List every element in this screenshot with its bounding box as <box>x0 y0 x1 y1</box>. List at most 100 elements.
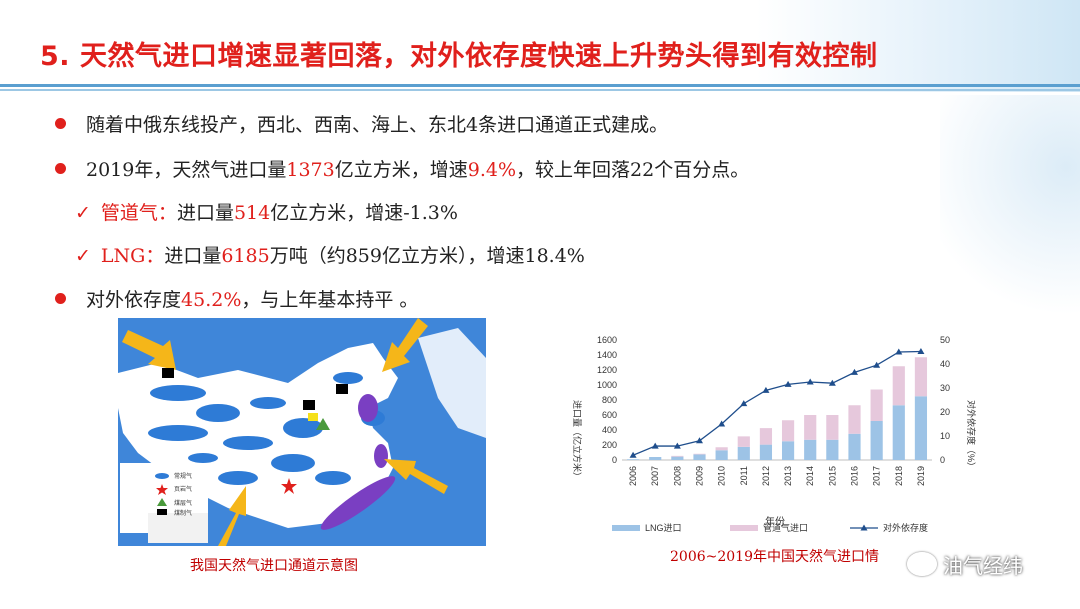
map-legend-labels: 常规气 页岩气 煤层气 煤制气 <box>174 472 192 517</box>
bar-pipeline <box>848 405 861 434</box>
highlight-value: 9.4% <box>467 159 517 181</box>
x-tick-label: 2016 <box>850 466 860 486</box>
dependency-line <box>632 350 921 456</box>
dependency-point <box>873 361 881 368</box>
bar-pipeline <box>759 428 773 445</box>
bar-lng <box>626 459 640 460</box>
bar-pipeline <box>914 357 928 397</box>
bar-pipeline <box>804 415 817 440</box>
sub-item-label: LNG： <box>100 245 165 267</box>
bullet-text: 对外依存度 <box>86 289 182 311</box>
bar-pipeline <box>737 436 750 447</box>
dependency-point <box>718 420 726 427</box>
bullet-item-import-volume: 2019年，天然气进口量1373亿立方米，增速9.4%，较上年回落22个百分点。 <box>55 155 749 182</box>
bar-lng <box>737 446 750 460</box>
sub-item-text: 万吨（约859亿立方米），增速18.4% <box>269 245 585 267</box>
legend-swatch-pipeline <box>730 525 758 531</box>
x-tick-label: 2015 <box>827 466 837 486</box>
dependency-point <box>851 368 858 375</box>
highlight-value: 45.2% <box>181 289 242 311</box>
legend-label-pipeline: 管道气进口 <box>763 522 808 533</box>
y-tick-label: 400 <box>602 425 617 435</box>
sub-item-text: 亿立方米，增速-1.3% <box>270 202 458 224</box>
watermark-text: 油气经纬 <box>943 554 1023 578</box>
sub-item-text: 进口量 <box>164 245 222 267</box>
x-tick-label: 2012 <box>761 466 771 486</box>
bar-lng <box>870 421 883 460</box>
bar-pipeline <box>715 447 728 451</box>
bullet-dot-icon <box>55 163 66 174</box>
channel-ellipses <box>320 394 396 530</box>
bullet-text: 亿立方米，增速 <box>334 159 468 181</box>
y-tick-label: 1600 <box>597 335 617 345</box>
dependency-point <box>651 442 659 449</box>
x-tick-label: 2007 <box>650 466 660 486</box>
map-legend-blank <box>148 513 208 543</box>
map-landmass-east <box>418 328 486 438</box>
bullet-item-channels: 随着中俄东线投产，西北、西南、海上、东北4条进口通道正式建成。 <box>55 110 668 137</box>
legend-label-lng: LNG进口 <box>645 523 682 533</box>
header-divider <box>0 84 1080 87</box>
bar-lng <box>826 439 839 460</box>
map-legend-symbols <box>155 473 169 515</box>
highlight-value: 6185 <box>221 245 270 267</box>
slide-header <box>0 0 1080 92</box>
import-channel-map: 常规气 页岩气 煤层气 煤制气 <box>118 318 486 546</box>
x-tick-label: 2008 <box>672 466 682 486</box>
dependency-point <box>762 386 770 393</box>
bar-lng <box>693 454 706 460</box>
y2-tick-label: 30 <box>940 383 950 393</box>
x-tick-label: 2009 <box>695 466 705 486</box>
dependency-point <box>828 379 836 386</box>
bullet-text: ，与上年基本持平 。 <box>241 289 419 311</box>
header-divider-thin <box>0 89 1080 91</box>
legend-marker-dependency <box>860 524 868 531</box>
y-tick-label: 1000 <box>597 380 617 390</box>
y-tick-label: 200 <box>602 440 617 450</box>
dependency-point <box>696 437 703 444</box>
bar-lng <box>848 433 861 460</box>
map-graphic: 常规气 页岩气 煤层气 煤制气 <box>118 318 486 546</box>
dependency-point <box>673 442 681 449</box>
wechat-icon <box>907 552 937 576</box>
map-caption: 我国天然气进口通道示意图 <box>190 558 358 574</box>
y2-tick-label: 50 <box>940 335 950 345</box>
slide-title: 5. 天然气进口增速显著回落，对外依存度快速上升势头得到有效控制 <box>40 41 878 72</box>
bullet-text: 随着中俄东线投产，西北、西南、海上、东北4条进口通道正式建成。 <box>86 114 669 136</box>
y-tick-label: 1400 <box>597 350 617 360</box>
bar-pipeline <box>892 366 905 406</box>
y-tick-label: 800 <box>602 395 617 405</box>
gas-field-patches <box>148 372 385 485</box>
highlight-value: 1373 <box>286 159 335 181</box>
y2-tick-label: 20 <box>940 407 950 417</box>
background-decoration <box>940 95 1080 335</box>
y-tick-label: 0 <box>612 455 617 465</box>
x-tick-label: 2017 <box>872 466 882 486</box>
x-tick-label: 2018 <box>894 466 904 486</box>
bar-pipeline <box>671 455 684 457</box>
bullet-dot-icon <box>55 293 66 304</box>
bar-pipeline <box>870 389 883 421</box>
bar-pipeline <box>693 453 706 455</box>
bar-lng <box>715 450 728 460</box>
bar-pipeline <box>781 420 795 442</box>
dependency-point <box>740 400 748 407</box>
y-tick-label: 1200 <box>597 365 617 375</box>
bar-lng <box>649 457 662 460</box>
bar-lng <box>671 456 684 460</box>
bullet-dot-icon <box>55 118 66 129</box>
legend-label-dependency: 对外依存度 <box>883 522 928 533</box>
bar-lng <box>914 396 928 460</box>
map-legend-label: 煤制气 <box>174 509 192 517</box>
bar-lng <box>804 439 817 460</box>
bar-lng <box>781 441 795 460</box>
import-arrows <box>122 318 448 546</box>
x-tick-label: 2013 <box>783 466 793 486</box>
bar-lng <box>892 405 905 460</box>
x-tick-label: 2014 <box>805 466 815 486</box>
bar-lng <box>759 444 773 460</box>
check-icon: ✓ <box>75 245 91 267</box>
sub-item-lng: ✓ LNG：进口量6185万吨（约859亿立方米），增速18.4% <box>75 241 585 268</box>
x-tick-label: 2006 <box>628 466 638 486</box>
map-legend-label: 常规气 <box>174 472 192 480</box>
